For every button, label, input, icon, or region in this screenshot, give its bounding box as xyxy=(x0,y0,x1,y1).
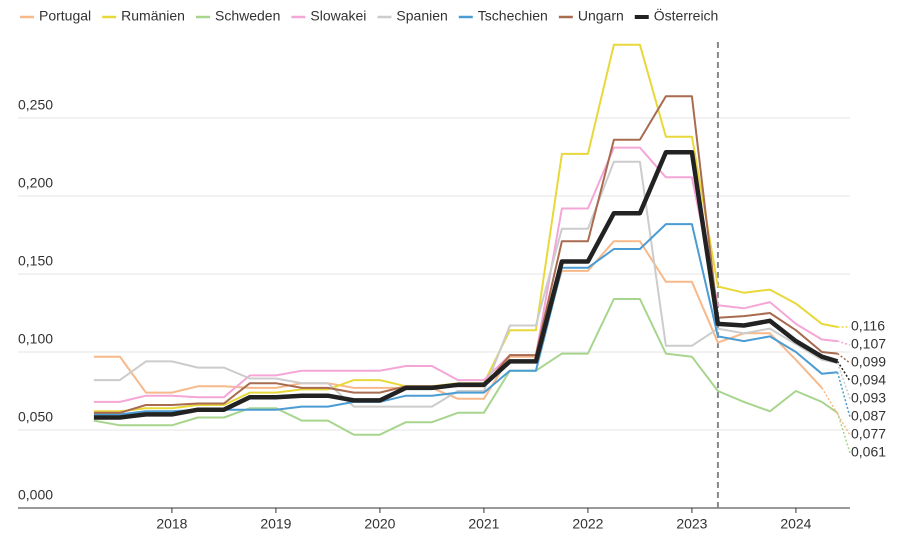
y-tick-label: 0,150 xyxy=(18,253,53,269)
y-tick-label: 0,000 xyxy=(18,487,53,503)
x-tick-label: 2024 xyxy=(780,516,811,532)
legend-item: Slowakei xyxy=(291,8,366,24)
legend-label: Schweden xyxy=(215,8,280,24)
legend-label: Österreich xyxy=(654,7,719,24)
end-connector xyxy=(837,340,851,346)
series-line xyxy=(93,146,838,403)
end-label: 0,087 xyxy=(851,408,886,424)
legend-item: Spanien xyxy=(377,8,448,24)
end-label: 0,107 xyxy=(851,336,886,352)
legend-label: Ungarn xyxy=(578,8,624,24)
x-tick-label: 2020 xyxy=(364,516,395,532)
legend-label: Spanien xyxy=(396,8,447,24)
end-connector xyxy=(821,387,851,436)
x-tick-label: 2023 xyxy=(676,516,707,532)
end-label: 0,116 xyxy=(851,318,885,334)
legend-item: Portugal xyxy=(20,8,91,24)
legend-item: Schweden xyxy=(195,8,280,24)
y-tick-label: 0,250 xyxy=(18,97,53,113)
series-line xyxy=(93,240,823,400)
end-label: 0,077 xyxy=(851,426,886,442)
series-line xyxy=(93,298,839,436)
end-connector xyxy=(836,360,851,382)
legend-item: Österreich xyxy=(634,7,719,24)
x-tick-label: 2018 xyxy=(156,516,187,532)
series-line xyxy=(93,150,839,420)
legend-item: Rumänien xyxy=(102,8,185,24)
end-label: 0,099 xyxy=(851,354,886,370)
x-tick-label: 2019 xyxy=(260,516,291,532)
legend-item: Ungarn xyxy=(558,8,624,24)
x-tick-label: 2021 xyxy=(468,516,499,532)
series-line xyxy=(93,160,838,408)
legend-label: Slowakei xyxy=(310,8,366,24)
end-label: 0,093 xyxy=(851,390,886,406)
series-line xyxy=(93,43,838,413)
end-connector xyxy=(837,352,851,364)
y-tick-label: 0,050 xyxy=(18,409,53,425)
x-tick-label: 2022 xyxy=(572,516,603,532)
legend-label: Tschechien xyxy=(478,8,548,24)
series-line xyxy=(93,95,838,414)
end-label: 0,094 xyxy=(851,372,886,388)
legend-item: Tschechien xyxy=(458,8,548,24)
y-tick-label: 0,200 xyxy=(18,175,53,191)
end-label: 0,061 xyxy=(851,444,886,460)
legend-label: Rumänien xyxy=(121,8,185,24)
y-tick-label: 0,100 xyxy=(18,331,53,347)
end-connector xyxy=(836,412,851,454)
legend-label: Portugal xyxy=(39,8,91,24)
